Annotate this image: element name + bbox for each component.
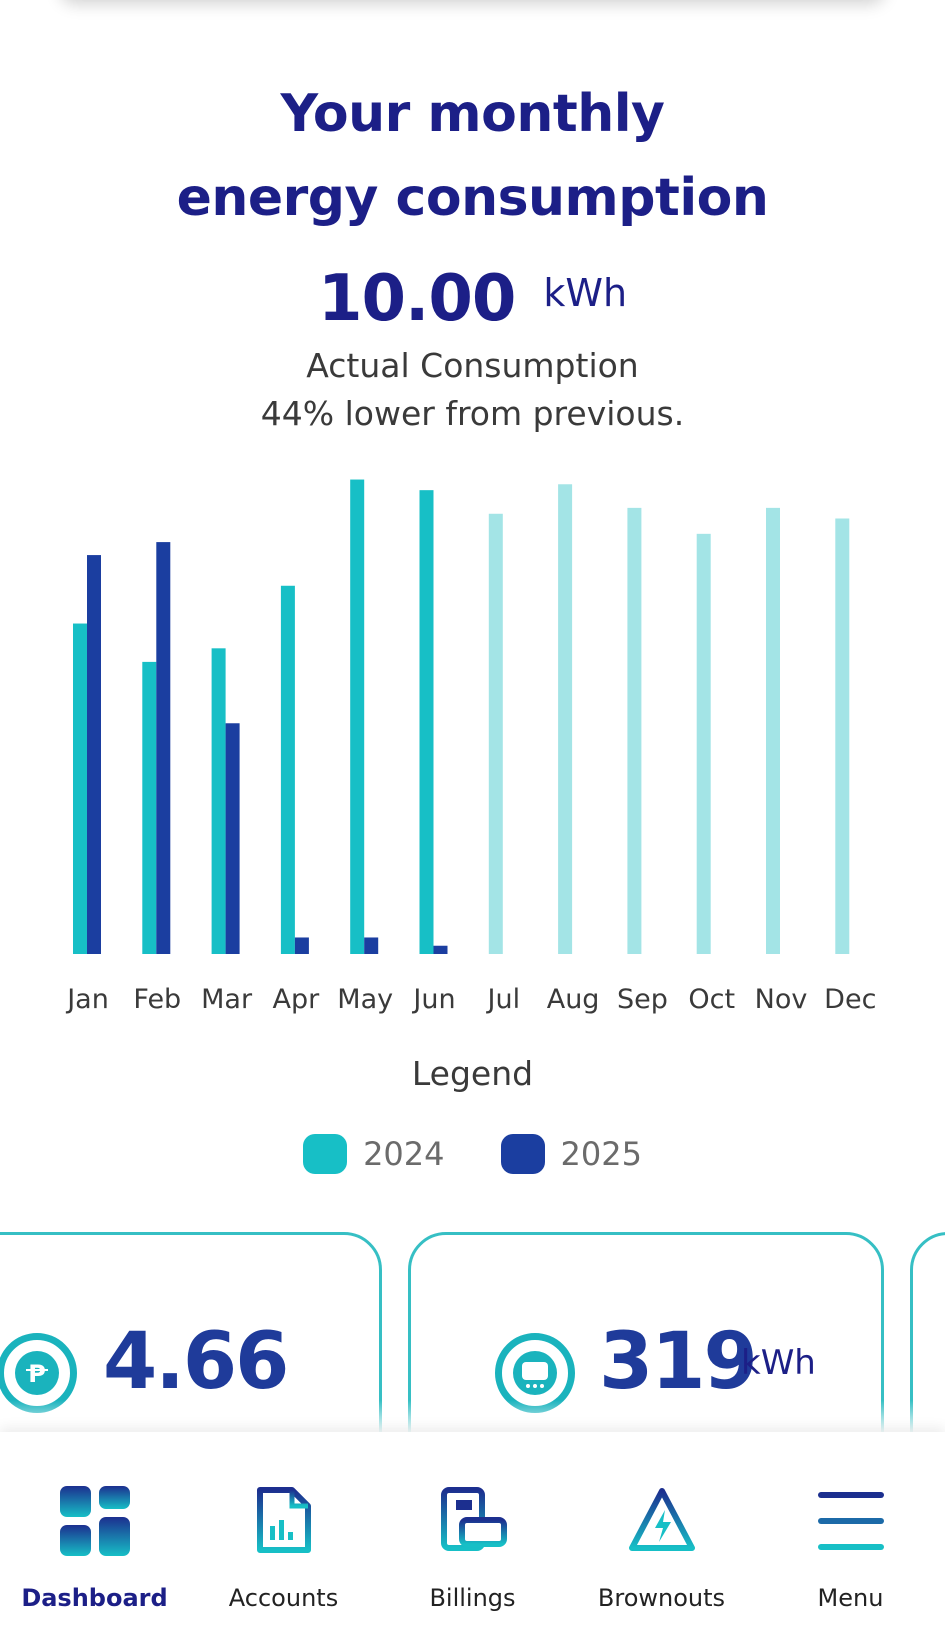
- x-tick-jan: Jan: [65, 984, 109, 1015]
- chart-legend: 2024 2025: [0, 1134, 945, 1174]
- bar-2025-apr[interactable]: [294, 937, 309, 954]
- bar-2024-mar[interactable]: [211, 648, 226, 954]
- monthly-consumption-chart: Jan Feb Mar Apr May Jun Jul Aug Sep Oct Nov Dec: [65, 479, 876, 1015]
- bar-2024-jul[interactable]: [488, 513, 503, 954]
- x-tick-jun: Jun: [411, 984, 455, 1015]
- monthly-consumption-value: 319: [599, 1317, 758, 1407]
- legend-item-2025[interactable]: 2025: [500, 1134, 642, 1174]
- nav-label-accounts: Accounts: [228, 1584, 339, 1612]
- consumption-comparison: 44% lower from previous.: [260, 394, 685, 433]
- nav-label-billings: Billings: [429, 1584, 516, 1612]
- legend-label-2025: 2025: [560, 1135, 642, 1173]
- x-tick-dec: Dec: [824, 984, 876, 1015]
- bar-2024-feb[interactable]: [142, 661, 157, 954]
- x-tick-aug: Aug: [547, 984, 600, 1015]
- monthly-consumption-unit: kWh: [741, 1343, 816, 1383]
- x-tick-jul: Jul: [486, 984, 521, 1015]
- nav-brownouts[interactable]: Brownouts: [567, 1432, 756, 1633]
- bar-2025-jun[interactable]: [433, 945, 448, 954]
- x-tick-sep: Sep: [617, 984, 668, 1015]
- nav-label-menu: Menu: [817, 1584, 884, 1612]
- legend-title: Legend: [411, 1054, 534, 1093]
- bar-2025-may[interactable]: [364, 937, 379, 954]
- bottom-navigation: Dashboard Accounts: [0, 1432, 945, 1633]
- bar-2024-apr[interactable]: [280, 585, 295, 954]
- x-tick-nov: Nov: [755, 984, 808, 1015]
- bar-2025-mar[interactable]: [225, 723, 240, 954]
- bar-2025-jan[interactable]: [87, 555, 101, 954]
- bar-2024-nov[interactable]: [766, 507, 780, 954]
- consumption-label: Actual Consumption: [306, 346, 639, 385]
- nav-label-brownouts: Brownouts: [597, 1584, 726, 1612]
- page-title: Your monthly energy consumption: [0, 72, 945, 240]
- legend-swatch-2024: [303, 1134, 348, 1174]
- bar-2025-feb[interactable]: [156, 542, 171, 954]
- title-line-2: energy consumption: [176, 168, 769, 228]
- consumption-unit: kWh: [543, 271, 628, 315]
- accounts-icon: [256, 1487, 311, 1553]
- legend-swatch-2025: [500, 1134, 545, 1174]
- bar-2024-sep[interactable]: [627, 507, 642, 954]
- nav-dashboard[interactable]: Dashboard: [0, 1432, 189, 1633]
- bar-2024-aug[interactable]: [558, 484, 573, 954]
- daily-cost-value: 4.66: [103, 1317, 289, 1407]
- bar-2024-dec[interactable]: [835, 518, 850, 954]
- billings-icon: [440, 1487, 507, 1551]
- x-tick-apr: Apr: [273, 984, 321, 1015]
- nav-menu[interactable]: Menu: [756, 1432, 945, 1633]
- bar-2024-jan[interactable]: [73, 623, 87, 954]
- bar-2024-oct[interactable]: [696, 533, 711, 954]
- bar-2024-jun[interactable]: [419, 490, 434, 954]
- nav-accounts[interactable]: Accounts: [189, 1432, 378, 1633]
- x-tick-feb: Feb: [133, 984, 181, 1015]
- legend-label-2024: 2024: [363, 1135, 445, 1173]
- bar-2024-may[interactable]: [350, 479, 365, 954]
- nav-billings[interactable]: Billings: [378, 1432, 567, 1633]
- nav-label-dashboard: Dashboard: [21, 1584, 168, 1612]
- menu-icon: [817, 1492, 884, 1550]
- x-tick-mar: Mar: [201, 984, 253, 1015]
- svg-text:P: P: [28, 1360, 46, 1388]
- meter-icon: [495, 1333, 575, 1413]
- consumption-reading: 10.00 kWh: [0, 262, 945, 336]
- consumption-value: 10.00: [317, 262, 516, 336]
- dashboard-icon: [59, 1486, 130, 1556]
- content-fade: [0, 1400, 945, 1434]
- peso-icon: P: [0, 1333, 77, 1413]
- legend-item-2024[interactable]: 2024: [303, 1134, 445, 1174]
- brownouts-icon: [628, 1488, 695, 1551]
- title-line-1: Your monthly: [280, 84, 665, 144]
- x-tick-oct: Oct: [688, 984, 735, 1015]
- x-tick-may: May: [337, 984, 393, 1015]
